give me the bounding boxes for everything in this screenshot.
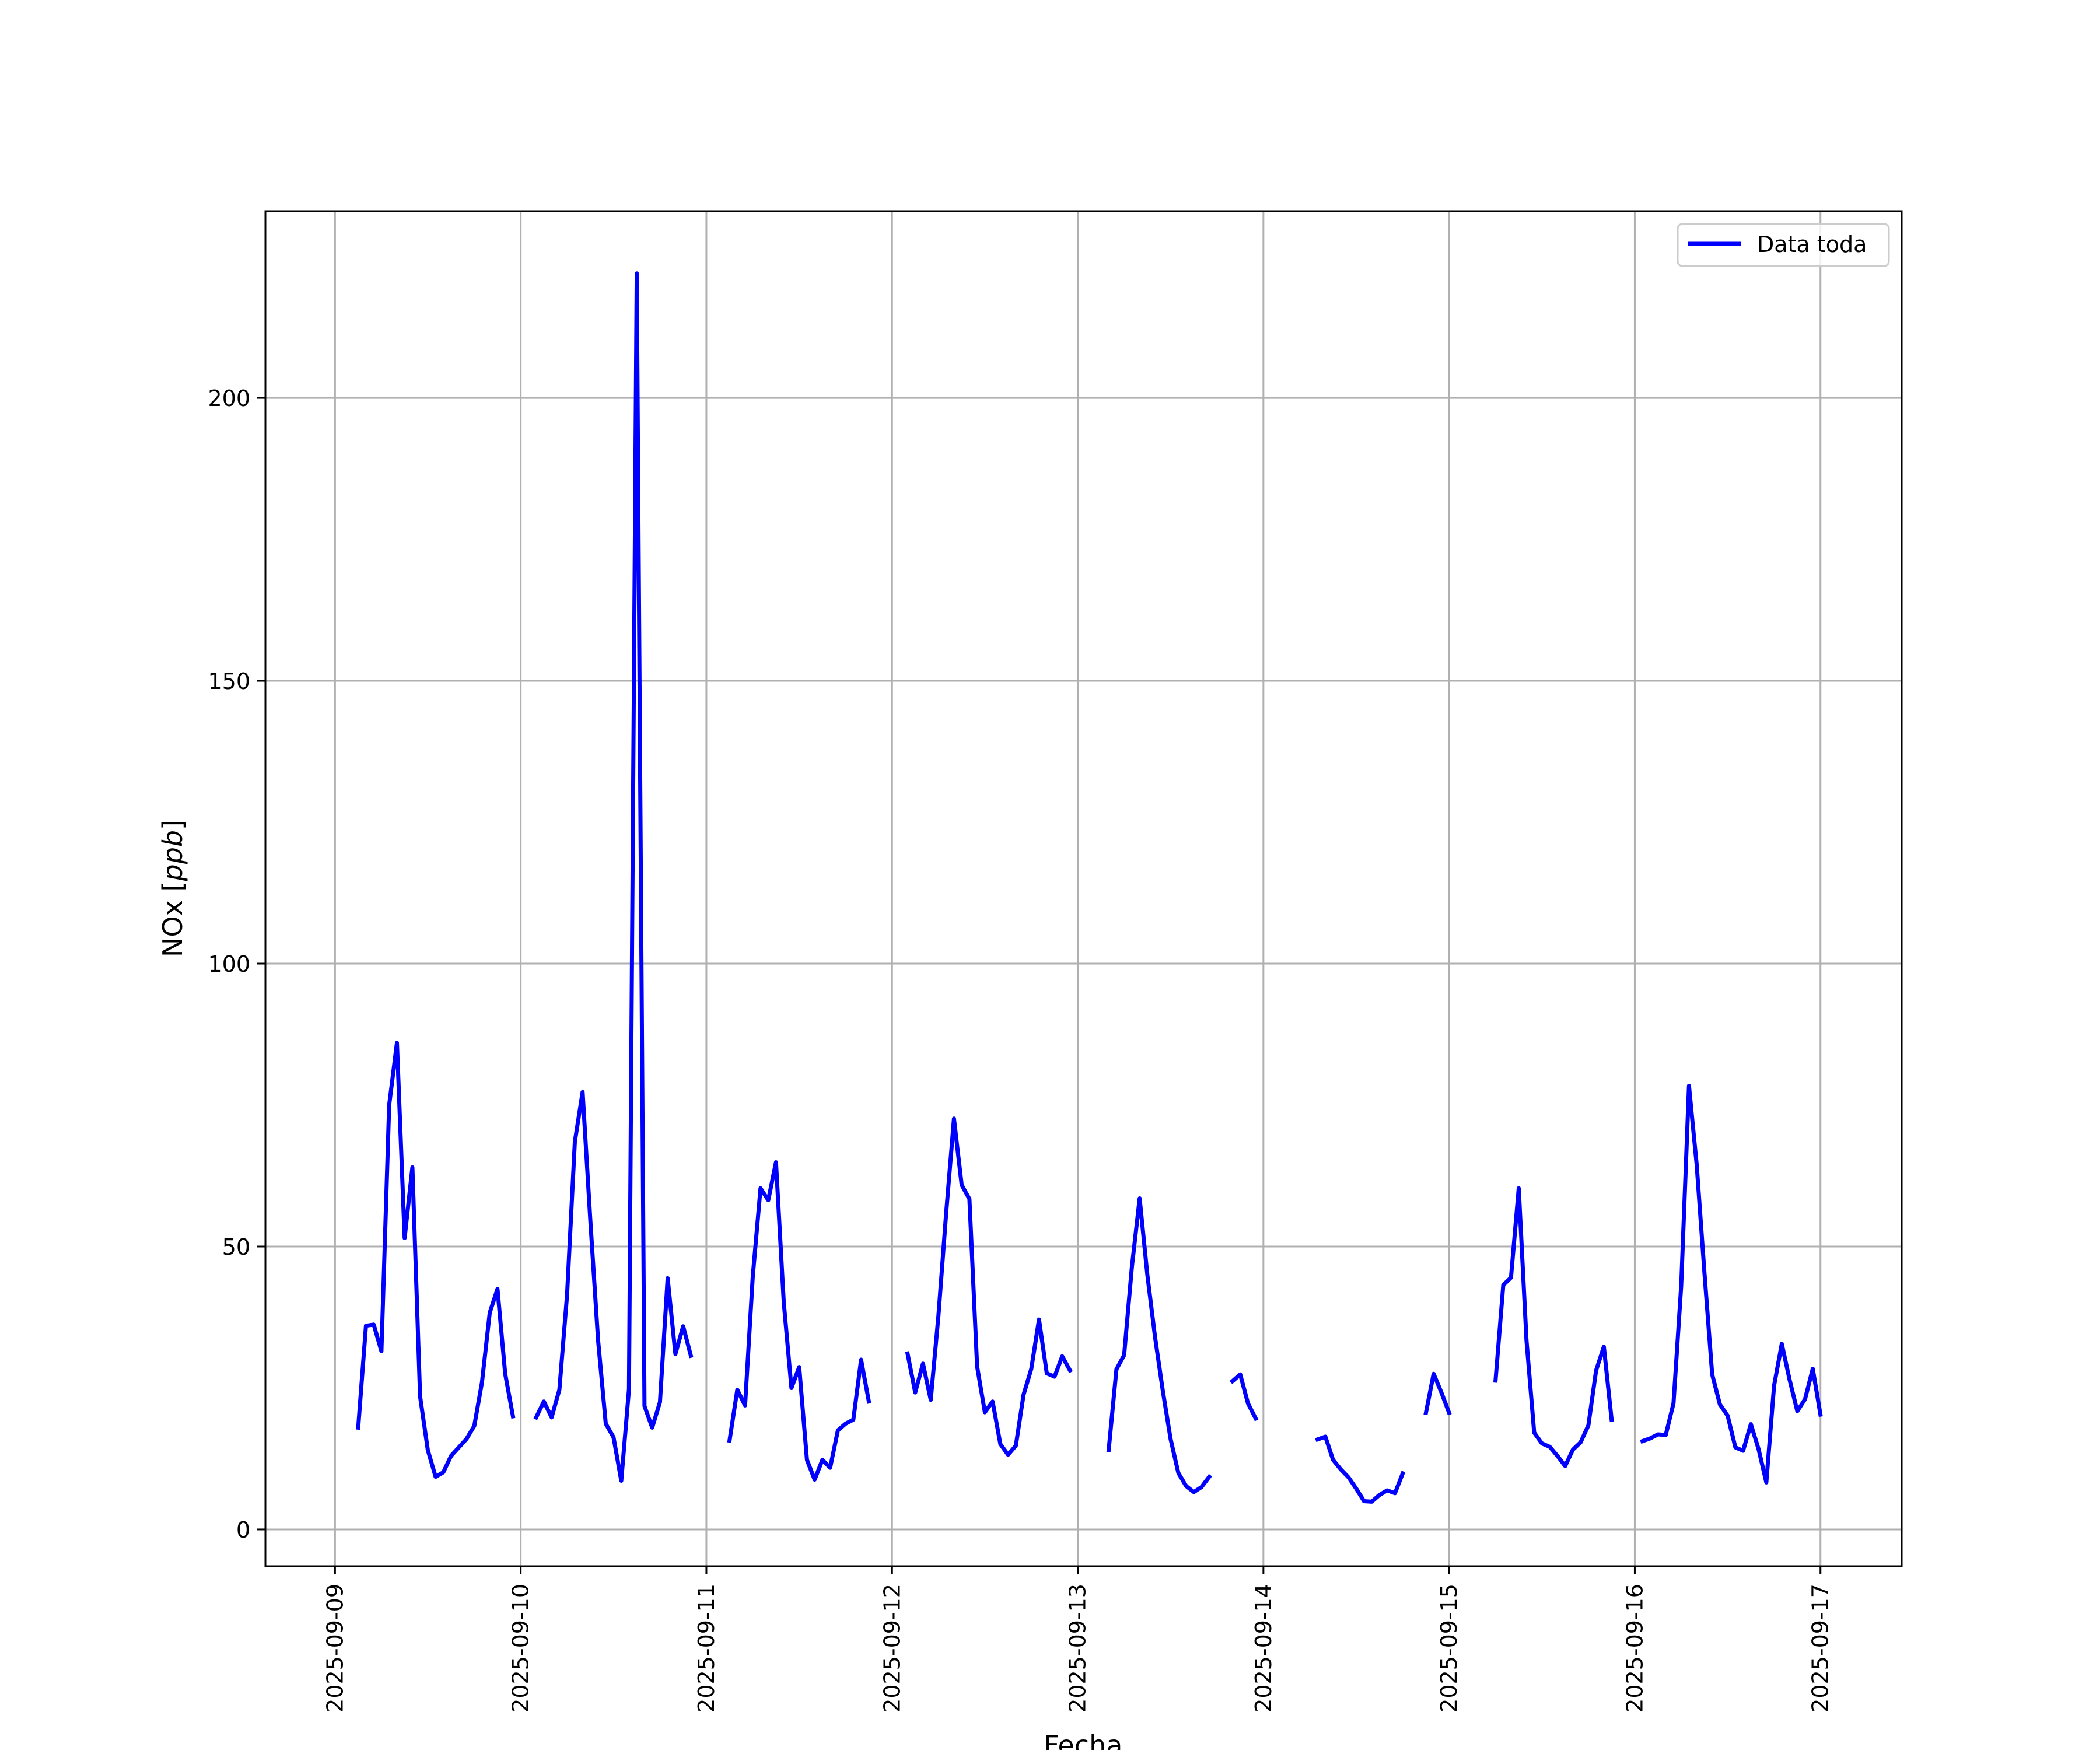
series-line-segment bbox=[905, 1116, 1073, 1457]
x-axis: 2025-09-09 2025-09-10 2025-09-11 2025-09-12… bbox=[322, 1566, 1833, 1713]
x-tick-label: 2025-09-13 bbox=[1065, 1584, 1091, 1713]
series-line-segment bbox=[1423, 1371, 1452, 1416]
y-axis-title-quantity: NOx bbox=[157, 900, 188, 957]
x-tick-label: 2025-09-14 bbox=[1251, 1584, 1276, 1713]
y-tick-label: 100 bbox=[208, 951, 250, 977]
series-line-segment bbox=[1106, 1196, 1212, 1494]
series-line-segment bbox=[533, 271, 694, 1483]
plot-area bbox=[265, 211, 1902, 1566]
x-tick-label: 2025-09-11 bbox=[694, 1584, 719, 1713]
series-line-segment bbox=[1493, 1186, 1614, 1468]
series-line-segment bbox=[1315, 1434, 1406, 1504]
y-tick-label: 50 bbox=[222, 1234, 250, 1260]
x-tick-label: 2025-09-10 bbox=[508, 1584, 534, 1713]
series-line-segment bbox=[727, 1160, 872, 1482]
x-tick-label: 2025-09-16 bbox=[1622, 1584, 1647, 1713]
y-tick-label: 0 bbox=[236, 1517, 250, 1543]
series-data-toda bbox=[356, 271, 1823, 1504]
y-axis-title-unit: ppb bbox=[157, 830, 188, 882]
grid-lines bbox=[265, 211, 1902, 1566]
series-line-segment bbox=[356, 1041, 516, 1479]
x-tick-label: 2025-09-12 bbox=[879, 1584, 905, 1713]
legend: Data toda bbox=[1676, 223, 1890, 267]
x-tick-label: 2025-09-17 bbox=[1808, 1584, 1833, 1713]
plot-frame bbox=[264, 210, 1903, 1567]
y-axis-title: NOx [ppb] bbox=[157, 820, 188, 957]
x-tick-label: 2025-09-09 bbox=[322, 1584, 348, 1713]
y-tick-label: 150 bbox=[208, 668, 250, 694]
x-axis-title: Fecha bbox=[1044, 1730, 1123, 1750]
y-axis: 0 50 100 150 200 bbox=[208, 386, 265, 1543]
series-line-segment bbox=[1640, 1084, 1823, 1485]
series-line-segment bbox=[1229, 1372, 1259, 1422]
legend-label-data-toda: Data toda bbox=[1757, 232, 1867, 257]
y-tick-label: 200 bbox=[208, 386, 250, 411]
x-tick-label: 2025-09-15 bbox=[1436, 1584, 1462, 1713]
legend-box bbox=[1676, 223, 1890, 267]
